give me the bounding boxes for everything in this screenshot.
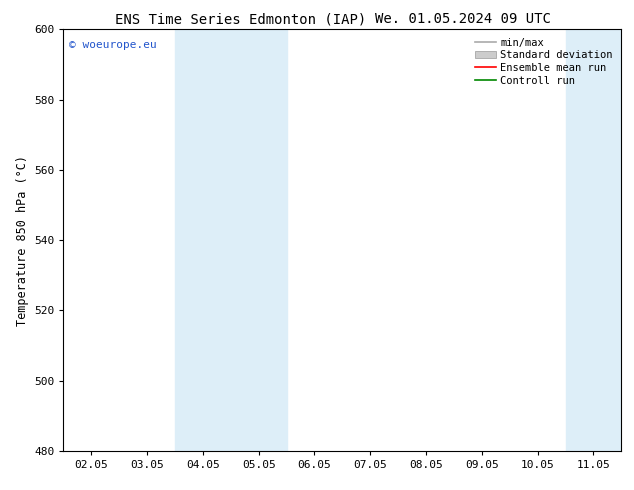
Legend: min/max, Standard deviation, Ensemble mean run, Controll run: min/max, Standard deviation, Ensemble me… <box>472 35 616 89</box>
Text: We. 01.05.2024 09 UTC: We. 01.05.2024 09 UTC <box>375 12 551 26</box>
Y-axis label: Temperature 850 hPa (°C): Temperature 850 hPa (°C) <box>16 155 29 325</box>
Bar <box>566 29 621 451</box>
Text: ENS Time Series Edmonton (IAP): ENS Time Series Edmonton (IAP) <box>115 12 366 26</box>
Text: © woeurope.eu: © woeurope.eu <box>69 40 157 50</box>
Bar <box>175 29 287 451</box>
